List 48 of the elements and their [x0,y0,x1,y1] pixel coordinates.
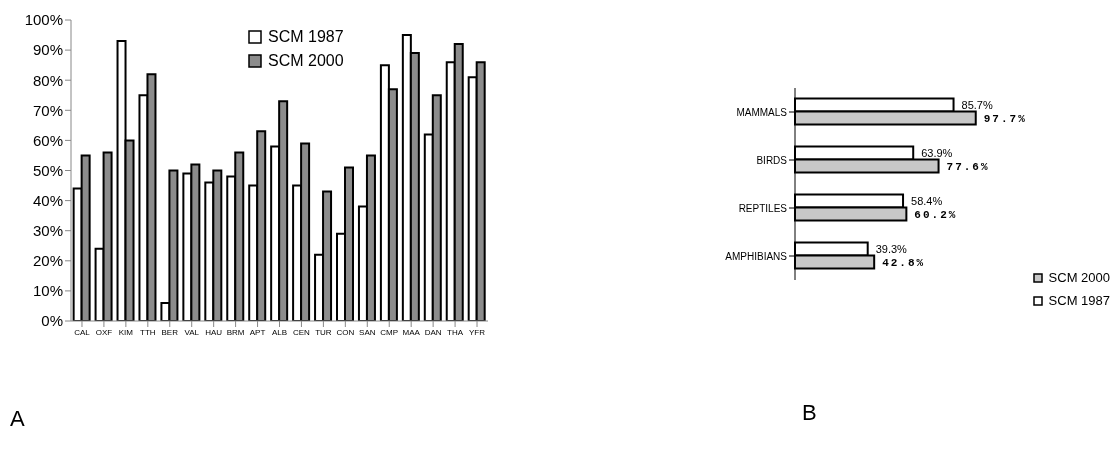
y-tick-label: 0% [41,312,63,330]
y-tick-label: MAMMALS [736,106,788,118]
legend-label: SCM 2000 [1048,270,1110,285]
x-tick-label: MAA [402,327,421,337]
x-tick-label: DAN [424,327,442,337]
x-tick-label: BER [161,327,179,337]
y-tick-label: 60% [32,131,63,149]
x-tick-label: CAL [74,327,91,337]
legend-label: SCM 1987 [1048,293,1110,308]
data-label: 42.8% [882,256,926,269]
y-tick-label: 80% [32,71,63,89]
x-tick-label: OXF [95,327,113,337]
y-tick-label: 10% [32,282,63,300]
y-tick-label: 100% [24,11,63,29]
x-tick-label: YFR [469,327,486,337]
data-label: 97.7% [983,112,1027,125]
y-tick-label: REPTILES [738,202,788,214]
y-tick-label: 20% [32,252,63,270]
y-tick-label: 30% [32,222,63,240]
data-label: 63.9% [921,146,953,159]
y-tick-label: 40% [32,191,63,209]
x-tick-label: TTH [140,327,156,337]
data-label: 77.6% [946,160,990,173]
x-tick-label: TUR [315,327,332,337]
x-tick-label: SAN [359,327,376,337]
y-tick-label: 90% [32,41,63,59]
x-tick-label: CEN [293,327,311,337]
y-tick-label: 50% [32,161,63,179]
x-tick-label: THA [447,327,464,337]
text: B [802,400,817,426]
data-label: 39.3% [875,242,908,255]
y-tick-label: 70% [32,101,63,119]
text: A [10,406,25,432]
data-label: 85.7% [961,98,993,111]
x-tick-label: CMP [380,327,399,337]
x-tick-label: ALB [271,327,288,337]
x-tick-label: CON [336,327,355,337]
data-label: 60.2% [914,208,958,221]
x-tick-label: KIM [118,327,134,337]
legend-label: SCM 1987 [268,28,344,46]
data-label: 58.4% [911,194,943,207]
x-tick-label: BRM [226,327,245,337]
x-tick-label: VAL [184,327,200,337]
y-tick-label: AMPHIBIANS [725,250,788,262]
legend-label: SCM 2000 [268,52,344,70]
x-tick-label: HAU [205,327,223,337]
y-tick-label: BIRDS [756,154,788,166]
x-tick-label: APT [249,327,266,337]
